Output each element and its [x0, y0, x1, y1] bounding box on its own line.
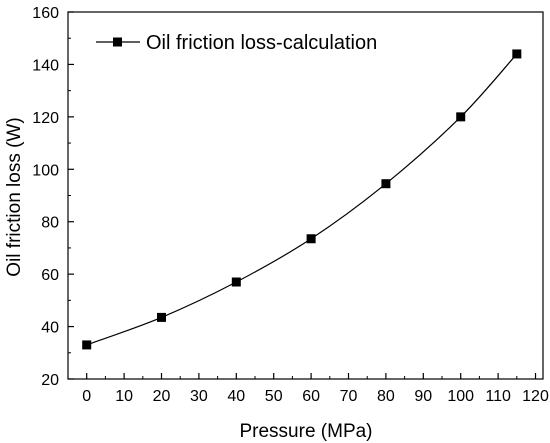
x-tick-label: 50	[265, 388, 283, 405]
legend: Oil friction loss-calculation	[96, 32, 377, 54]
data-point-marker	[381, 179, 391, 189]
legend-label: Oil friction loss-calculation	[146, 32, 377, 54]
y-axis: 20 40 60 80 100 120 140 160	[32, 5, 74, 389]
x-tick-label: 110	[485, 388, 511, 405]
x-tick-label: 90	[414, 388, 432, 405]
x-axis: 0 10 20 30 40 50 60 70 80 90 100 110 120	[82, 373, 549, 405]
x-tick-label: 100	[447, 388, 474, 405]
x-tick-label: 30	[190, 388, 208, 405]
x-tick-label: 70	[340, 388, 358, 405]
y-axis-title: Oil friction loss (W)	[4, 117, 25, 276]
y-tick-label: 160	[32, 5, 59, 22]
plot-border	[67, 11, 544, 380]
data-point-marker	[231, 277, 241, 287]
legend-marker	[113, 37, 122, 47]
plot-frame	[67, 11, 544, 380]
y-tick-label: 40	[41, 320, 59, 337]
x-tick-label: 20	[153, 388, 171, 405]
x-tick-label: 0	[82, 388, 91, 405]
data-point-marker	[157, 312, 167, 322]
series-layer	[82, 49, 522, 350]
y-tick-label: 120	[32, 110, 59, 127]
y-tick-label: 20	[41, 372, 59, 389]
x-tick-label: 80	[377, 388, 395, 405]
x-tick-label: 60	[302, 388, 320, 405]
x-tick-label: 40	[227, 388, 245, 405]
data-point-marker	[306, 234, 316, 244]
y-tick-label: 140	[32, 57, 59, 74]
y-tick-label: 60	[41, 267, 59, 284]
series-line	[86, 53, 518, 346]
data-point-marker	[512, 49, 522, 59]
x-tick-label: 10	[115, 388, 133, 405]
x-axis-title: Pressure (MPa)	[239, 421, 372, 442]
y-tick-label: 80	[41, 215, 59, 232]
data-point-marker	[456, 112, 466, 122]
data-point-marker	[82, 340, 92, 350]
y-tick-label: 100	[32, 162, 59, 179]
x-tick-label: 120	[522, 388, 549, 405]
